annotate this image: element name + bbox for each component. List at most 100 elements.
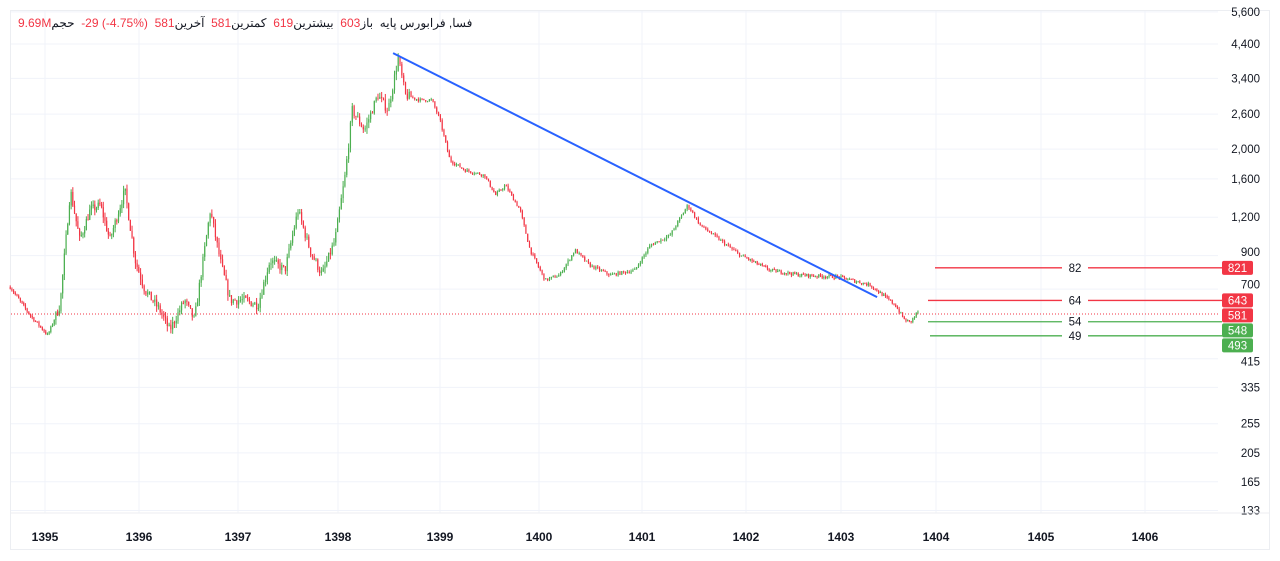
candle-body xyxy=(543,273,545,280)
y-tick-label: 335 xyxy=(1241,382,1260,394)
low-label: کمترین xyxy=(231,16,267,30)
candle-body xyxy=(761,264,763,266)
candle-body xyxy=(802,273,804,275)
candle-body xyxy=(379,96,381,99)
candle-body xyxy=(197,301,199,307)
candle-body xyxy=(193,315,195,317)
candle-body xyxy=(342,186,344,199)
candle-body xyxy=(104,217,106,221)
candle-body xyxy=(647,248,649,253)
candle-body xyxy=(876,288,878,292)
candle-body xyxy=(532,254,534,256)
candle-body xyxy=(75,213,77,222)
candle-body xyxy=(582,255,584,257)
candle-body xyxy=(252,304,254,307)
candle-body xyxy=(397,57,399,71)
candle-body xyxy=(124,188,126,191)
candle-body xyxy=(597,266,599,268)
candle-body xyxy=(630,271,632,273)
candle-body xyxy=(357,116,359,118)
candle-body xyxy=(209,213,211,223)
candle-body xyxy=(346,159,348,175)
candle-body xyxy=(471,172,474,174)
candle-body xyxy=(275,260,277,262)
candle-body xyxy=(432,99,434,102)
candle-body xyxy=(864,282,866,284)
x-tick-label: 1404 xyxy=(923,530,950,544)
candle-body xyxy=(828,275,830,277)
candle-body xyxy=(848,278,851,280)
candle-body xyxy=(177,312,179,321)
candle-body xyxy=(204,246,206,257)
candle-body xyxy=(145,291,147,295)
candle-body xyxy=(813,275,815,277)
candle-body xyxy=(639,262,641,265)
candle-body xyxy=(777,270,779,273)
candle-body xyxy=(811,274,813,276)
last-label: آخرین xyxy=(174,16,205,30)
candle-body xyxy=(450,157,452,162)
candle-body xyxy=(179,310,181,313)
candle-body xyxy=(556,276,558,278)
candle-body xyxy=(842,275,844,277)
candle-body xyxy=(70,192,72,206)
level-label: 49 xyxy=(1069,331,1082,343)
candle-body xyxy=(574,249,577,254)
candle-body xyxy=(401,64,403,76)
candle-body xyxy=(85,219,87,231)
candle-body xyxy=(461,167,463,169)
candle-body xyxy=(806,273,808,276)
candle-body xyxy=(729,245,731,248)
candle-body xyxy=(423,98,425,101)
candle-body xyxy=(310,247,312,255)
candle-body xyxy=(152,300,154,302)
candle-body xyxy=(245,295,247,298)
candle-body xyxy=(512,194,515,201)
y-tick-label: 415 xyxy=(1241,356,1260,368)
candle-body xyxy=(621,271,623,275)
candle-body xyxy=(188,301,190,306)
candle-body xyxy=(511,192,513,195)
candle-body xyxy=(903,316,905,319)
candle-body xyxy=(662,239,664,241)
candle-body xyxy=(281,265,283,271)
candle-body xyxy=(664,239,666,241)
candle-body xyxy=(72,192,74,206)
candle-body xyxy=(496,191,499,195)
candle-body xyxy=(337,219,339,233)
candle-body xyxy=(795,273,798,275)
candle-body xyxy=(53,320,55,325)
candle-body xyxy=(283,265,285,267)
candle-body xyxy=(521,210,523,218)
candle-body xyxy=(528,241,531,248)
candle-body xyxy=(888,297,890,300)
candle-body xyxy=(319,269,321,273)
candle-body xyxy=(250,301,252,307)
level-label: 64 xyxy=(1069,295,1082,307)
price-tag xyxy=(1222,260,1253,275)
symbol-label: فسا, فرابورس پایه xyxy=(379,16,473,30)
candle-body xyxy=(443,129,445,136)
x-tick-label: 1396 xyxy=(126,530,153,544)
candle-body xyxy=(915,312,917,317)
candle-body xyxy=(16,294,18,296)
candle-body xyxy=(191,308,193,317)
candle-body xyxy=(65,234,67,254)
candle-body xyxy=(78,228,81,236)
candle-body xyxy=(403,75,405,83)
candle-body xyxy=(866,283,868,286)
candle-body xyxy=(688,205,690,209)
candle-body xyxy=(580,252,582,256)
candle-body xyxy=(818,274,820,277)
candle-body xyxy=(406,93,408,99)
candle-body xyxy=(714,233,716,236)
symbol-legend: فسا, فرابورس پایه باز603 بیشترین619 کمتر… xyxy=(18,16,472,30)
candle-body xyxy=(299,212,301,214)
candle-body xyxy=(121,204,123,209)
price-tag xyxy=(1222,338,1253,353)
volume-label: حجم xyxy=(51,16,75,30)
candle-body xyxy=(417,99,419,102)
candle-body xyxy=(878,291,880,293)
candle-body xyxy=(29,314,32,316)
